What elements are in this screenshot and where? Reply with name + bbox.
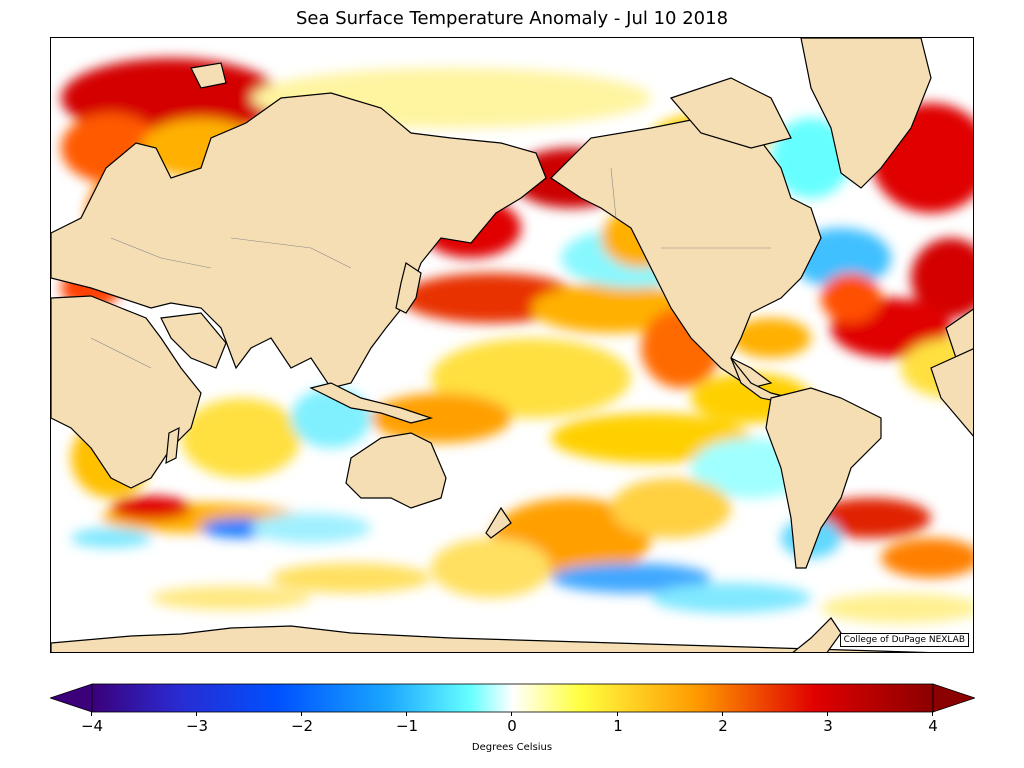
landmass-madagascar — [165, 426, 180, 465]
map-canvas — [51, 38, 973, 652]
landmass-indonesia — [309, 382, 434, 424]
colorbar-min-extend — [50, 683, 93, 713]
landmass-eurasia — [51, 92, 547, 389]
land-masses — [51, 38, 973, 652]
colorbar-ticks: −4 −3 −2 −1 0 1 2 3 4 — [50, 712, 975, 752]
landmass-africa — [51, 295, 202, 489]
landmass-australia — [345, 432, 447, 509]
credit-label: College of DuPage NEXLAB — [839, 633, 969, 647]
landmass-africa-west — [930, 348, 973, 437]
colorbar — [50, 683, 975, 713]
landmass-south-america — [765, 387, 882, 569]
landmass-canadian-arctic — [669, 77, 792, 149]
landmass-antarctic-peninsula — [792, 617, 842, 652]
landmass-arabia — [160, 312, 227, 369]
landmass-antarctica — [51, 625, 930, 652]
country-borders — [90, 167, 771, 369]
map-title: Sea Surface Temperature Anomaly - Jul 10… — [295, 8, 729, 29]
landmass-new-zealand — [485, 506, 512, 539]
colorbar-units-label: Degrees Celsius — [471, 742, 553, 753]
colorbar-gradient — [91, 683, 934, 713]
landmass-svalbard — [190, 62, 227, 89]
landmass-greenland — [800, 38, 932, 189]
colorbar-max-extend — [932, 683, 975, 713]
landmass-japan — [395, 262, 422, 314]
sst-anomaly-map: College of DuPage NEXLAB — [50, 37, 974, 653]
